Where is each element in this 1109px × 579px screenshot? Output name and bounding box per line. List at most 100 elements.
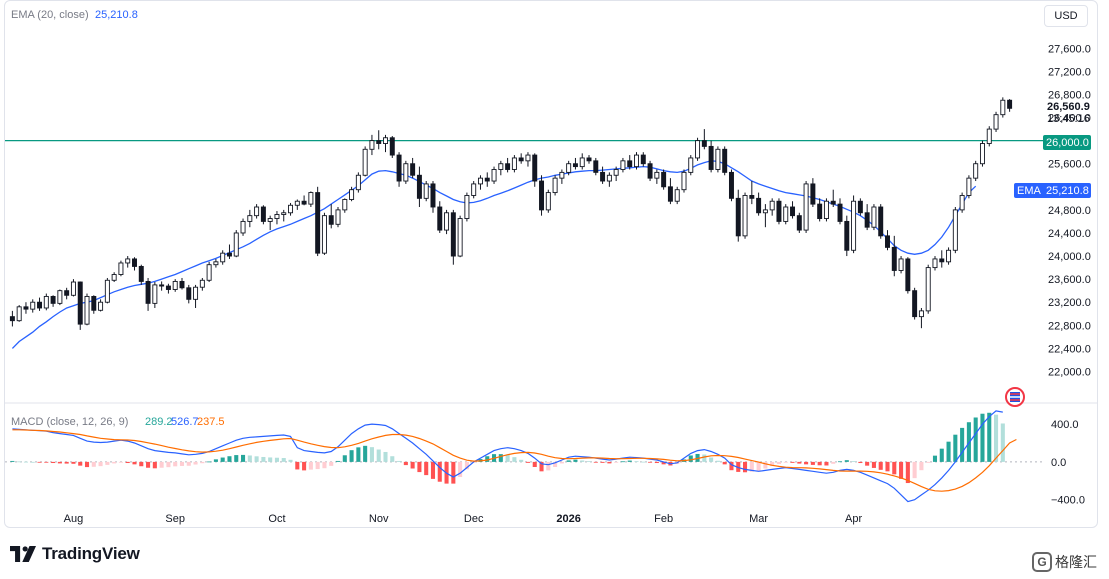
candle — [145, 277, 151, 311]
candle-body — [634, 154, 639, 168]
candle-body — [342, 199, 348, 211]
price-axis-tick: 22,000.0 — [1048, 366, 1091, 378]
candle — [444, 209, 450, 235]
time-axis-label: Apr — [845, 513, 862, 525]
macd-histogram-bar — [207, 461, 212, 463]
macd-histogram-bar — [430, 461, 436, 479]
candle-body — [559, 171, 565, 179]
candle — [159, 281, 165, 291]
candle — [654, 169, 660, 184]
macd-histogram-bar — [424, 461, 429, 476]
candle-body — [783, 206, 789, 222]
tradingview-logo[interactable]: TradingView — [10, 543, 140, 565]
candle-body — [817, 203, 823, 219]
macd-histogram-bar — [702, 454, 707, 462]
candle-body — [410, 163, 416, 176]
macd-histogram-bar — [227, 456, 232, 462]
candle-body — [104, 279, 110, 303]
candle — [613, 166, 619, 182]
candle — [918, 307, 924, 329]
macd-histogram-bar — [865, 461, 870, 466]
macd-histogram-bar — [397, 460, 402, 462]
candle-body — [444, 212, 450, 231]
candle-body — [647, 163, 653, 179]
macd-histogram-bar — [919, 461, 924, 471]
candle-body — [518, 157, 524, 162]
candle — [30, 299, 36, 313]
candle-body — [606, 174, 612, 182]
candle — [939, 250, 945, 268]
candle — [383, 134, 388, 153]
candle-body — [823, 200, 829, 219]
candle — [50, 295, 56, 307]
candle — [701, 129, 707, 150]
candle — [84, 293, 90, 326]
candle — [796, 212, 802, 233]
candle — [308, 191, 314, 207]
candle-body — [254, 206, 260, 217]
macd-histogram-bar — [532, 461, 537, 467]
chart-canvas[interactable]: 27,600.0 27,200.0 26,800.0 26,400.0 26,000.0… — [5, 1, 1097, 527]
macd-histogram-bar — [892, 461, 897, 475]
candle — [722, 146, 728, 176]
candle — [77, 281, 83, 330]
candle-body — [206, 264, 212, 281]
candle — [267, 215, 273, 231]
candle — [905, 257, 911, 294]
macd-histogram-bar — [519, 459, 524, 462]
candle — [321, 212, 327, 255]
macd-histogram-bar — [261, 456, 266, 462]
macd-histogram-bar — [335, 460, 341, 462]
candle-body — [979, 143, 985, 165]
macd-histogram-bar — [342, 455, 347, 462]
currency-button[interactable]: USD — [1044, 5, 1088, 27]
candle — [165, 283, 171, 294]
macd-histogram-bar — [851, 461, 856, 462]
price-axis-tick: 23,600.0 — [1048, 274, 1091, 286]
ema-legend-value: 25,210.8 — [95, 9, 138, 21]
candle — [498, 160, 504, 176]
candle — [111, 272, 117, 283]
macd-histogram-bar — [451, 461, 456, 484]
candle-body — [688, 157, 694, 173]
macd-histogram-bar — [57, 461, 62, 464]
candle — [260, 205, 266, 225]
macd-histogram-bar — [288, 459, 293, 462]
macd-histogram-bar — [403, 461, 408, 466]
macd-histogram-bar — [254, 456, 259, 462]
candle — [769, 198, 775, 216]
earnings-event-icon[interactable] — [1005, 387, 1025, 407]
macd-histogram-bar — [844, 460, 849, 462]
candle — [23, 302, 29, 314]
ema-line — [11, 160, 977, 349]
candle — [776, 198, 782, 225]
macd-histogram-bar — [349, 450, 354, 462]
candle — [70, 279, 76, 297]
macd-histogram-bar — [295, 461, 300, 470]
candle-body — [50, 295, 56, 304]
macd-histogram-bar — [118, 461, 123, 463]
candle — [539, 175, 545, 216]
candle-body — [281, 212, 287, 215]
candle-body — [308, 192, 314, 205]
last-price: 26,560.9 — [1047, 101, 1090, 113]
candle-body — [186, 287, 192, 300]
macd-histogram-bar — [410, 461, 415, 469]
candle-body — [776, 200, 782, 222]
candle — [186, 284, 192, 304]
candle — [932, 256, 938, 271]
candle — [946, 247, 952, 265]
time-axis-label: Feb — [654, 513, 673, 525]
macd-histogram-bar — [322, 461, 327, 469]
candle — [396, 152, 402, 187]
candle — [966, 175, 972, 199]
macd-histogram-bar — [71, 461, 76, 464]
candle — [579, 153, 585, 170]
candle — [179, 277, 185, 290]
candle — [98, 299, 104, 312]
macd-legend-hist: 289.2 — [145, 416, 173, 428]
candle — [667, 178, 673, 205]
macd-histogram-bar — [831, 461, 836, 464]
candle-body — [918, 310, 924, 318]
candle-body — [695, 140, 701, 159]
